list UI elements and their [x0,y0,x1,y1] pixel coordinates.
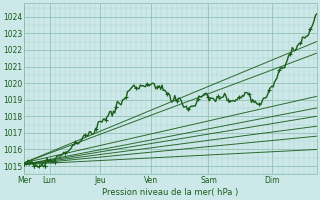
X-axis label: Pression niveau de la mer( hPa ): Pression niveau de la mer( hPa ) [102,188,238,197]
